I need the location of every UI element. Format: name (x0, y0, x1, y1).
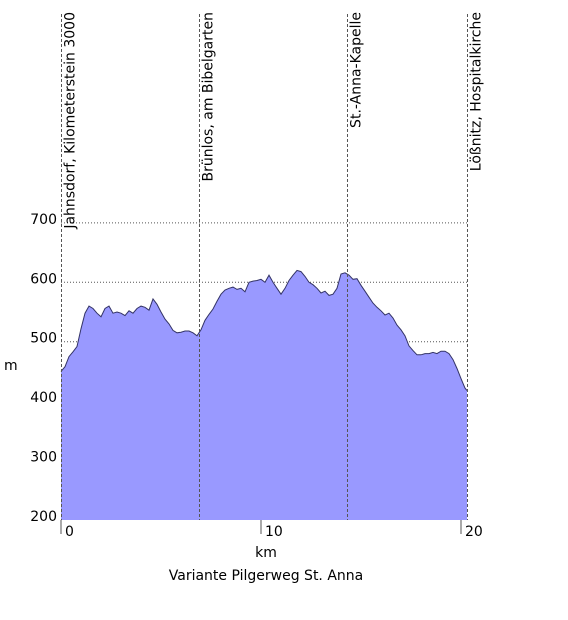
waypoint-label-2: St.-Anna-Kapelle (349, 12, 365, 128)
x-tick-label-20: 20 (465, 524, 483, 540)
y-tick-label-300: 300 (30, 450, 57, 466)
elevation-line (60, 269, 468, 391)
waypoint-label-1: Brünlos, am Bibelgarten (201, 12, 217, 182)
waypoint-markers: Jahnsdorf, Kilometerstein 3000 Brünlos, a… (61, 12, 485, 520)
y-axis: 200 300 400 500 600 700 (30, 212, 57, 525)
waypoint-label-3: Lößnitz, Hospitalkirche (469, 12, 485, 171)
y-tick-label-400: 400 (30, 390, 57, 406)
elevation-area (61, 270, 467, 520)
y-tick-label-500: 500 (30, 331, 57, 347)
y-tick-label-700: 700 (30, 212, 57, 228)
y-axis-label: m (4, 358, 18, 374)
y-tick-label-200: 200 (30, 509, 57, 525)
x-tick-label-10: 10 (265, 524, 283, 540)
x-tick-label-0: 0 (65, 524, 74, 540)
x-axis-label: km (255, 545, 277, 561)
chart-title: Variante Pilgerweg St. Anna (169, 568, 363, 584)
y-tick-label-600: 600 (30, 271, 57, 287)
waypoint-label-0: Jahnsdorf, Kilometerstein 3000 (63, 12, 79, 230)
x-axis: 0 10 20 (60, 520, 483, 540)
